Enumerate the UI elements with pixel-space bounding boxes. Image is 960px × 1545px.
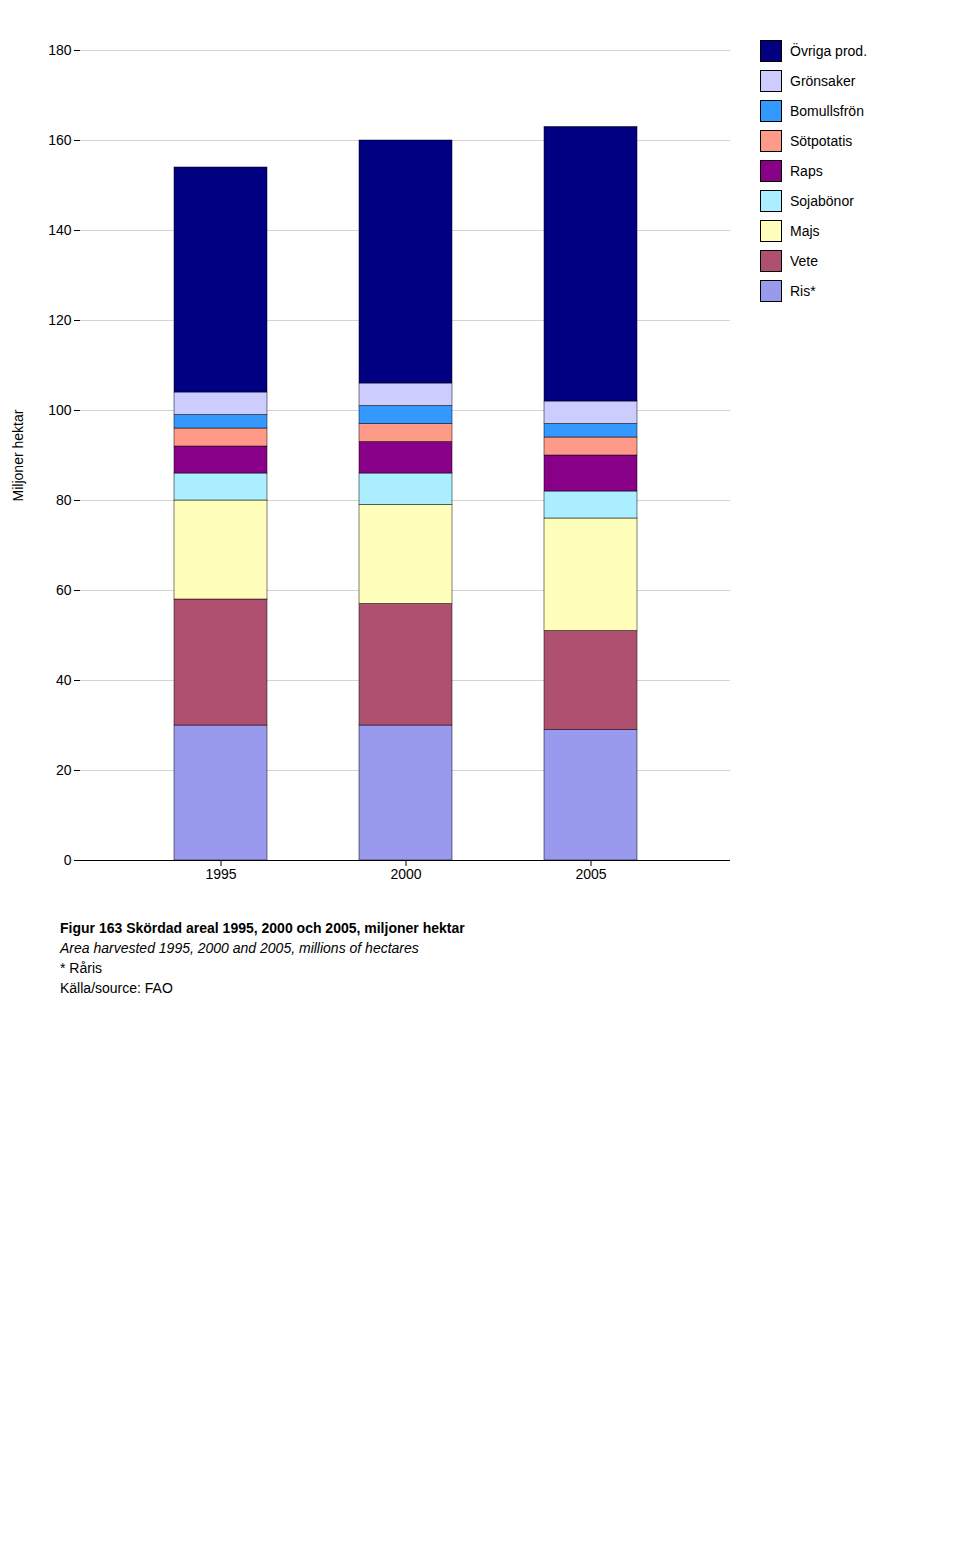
- html-text:Ris*: Ris*: [790, 283, 816, 299]
- svg-text:0: 0: [64, 852, 72, 868]
- html-text:Sojabönor: Sojabönor: [790, 193, 854, 209]
- html-text:* Råris: * Råris: [60, 960, 102, 976]
- svg-text:120: 120: [48, 312, 72, 328]
- svg-text:Miljoner hektar: Miljoner hektar: [10, 409, 26, 501]
- html-text:Bomullsfrön: Bomullsfrön: [790, 103, 864, 119]
- svg-text:40: 40: [56, 672, 72, 688]
- html-text:Sötpotatis: Sötpotatis: [790, 133, 853, 149]
- html-text:Övriga prod.: Övriga prod.: [790, 43, 867, 59]
- svg-text:20: 20: [56, 762, 72, 778]
- svg-text:180: 180: [48, 42, 72, 58]
- html-text:Figur 163 Skördad areal 1995,: Figur 163 Skördad areal 1995, 2000 och 2…: [60, 920, 465, 936]
- svg-text:80: 80: [56, 492, 72, 508]
- svg-text:160: 160: [48, 132, 72, 148]
- svg-text:100: 100: [48, 402, 72, 418]
- svg-text:2005: 2005: [575, 866, 606, 882]
- svg-text:140: 140: [48, 222, 72, 238]
- html-text:Majs: Majs: [790, 223, 820, 239]
- html-text:Vete: Vete: [790, 253, 818, 269]
- html-text:Grönsaker: Grönsaker: [790, 73, 856, 89]
- html-text:Raps: Raps: [790, 163, 823, 179]
- svg-text:2000: 2000: [390, 866, 421, 882]
- html-text:Källa/source: FAO: Källa/source: FAO: [60, 980, 173, 996]
- html-text:Area harvested 1995, 2000 and: Area harvested 1995, 2000 and 2005, mill…: [60, 940, 419, 956]
- svg-text:1995: 1995: [205, 866, 236, 882]
- svg-text:60: 60: [56, 582, 72, 598]
